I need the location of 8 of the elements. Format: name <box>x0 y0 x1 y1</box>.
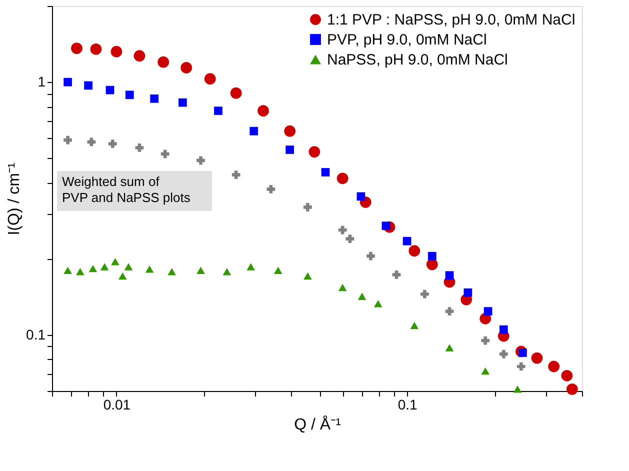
legend-label: NaPSS, pH 9.0, 0mM NaCl <box>327 52 508 68</box>
y-tick-label: 1 <box>38 74 46 90</box>
legend-label: 1:1 PVP : NaPSS, pH 9.0, 0mM NaCl <box>327 12 576 28</box>
legend-label: PVP, pH 9.0, 0mM NaCl <box>327 32 487 48</box>
y-axis-title: I(Q) / cm⁻¹ <box>6 162 24 236</box>
annotation: Weighted sum of PVP and NaPSS plots <box>62 174 191 205</box>
x-axis-title: Q / Å⁻¹ <box>294 416 341 434</box>
x-tick-label: 0.01 <box>103 396 131 412</box>
